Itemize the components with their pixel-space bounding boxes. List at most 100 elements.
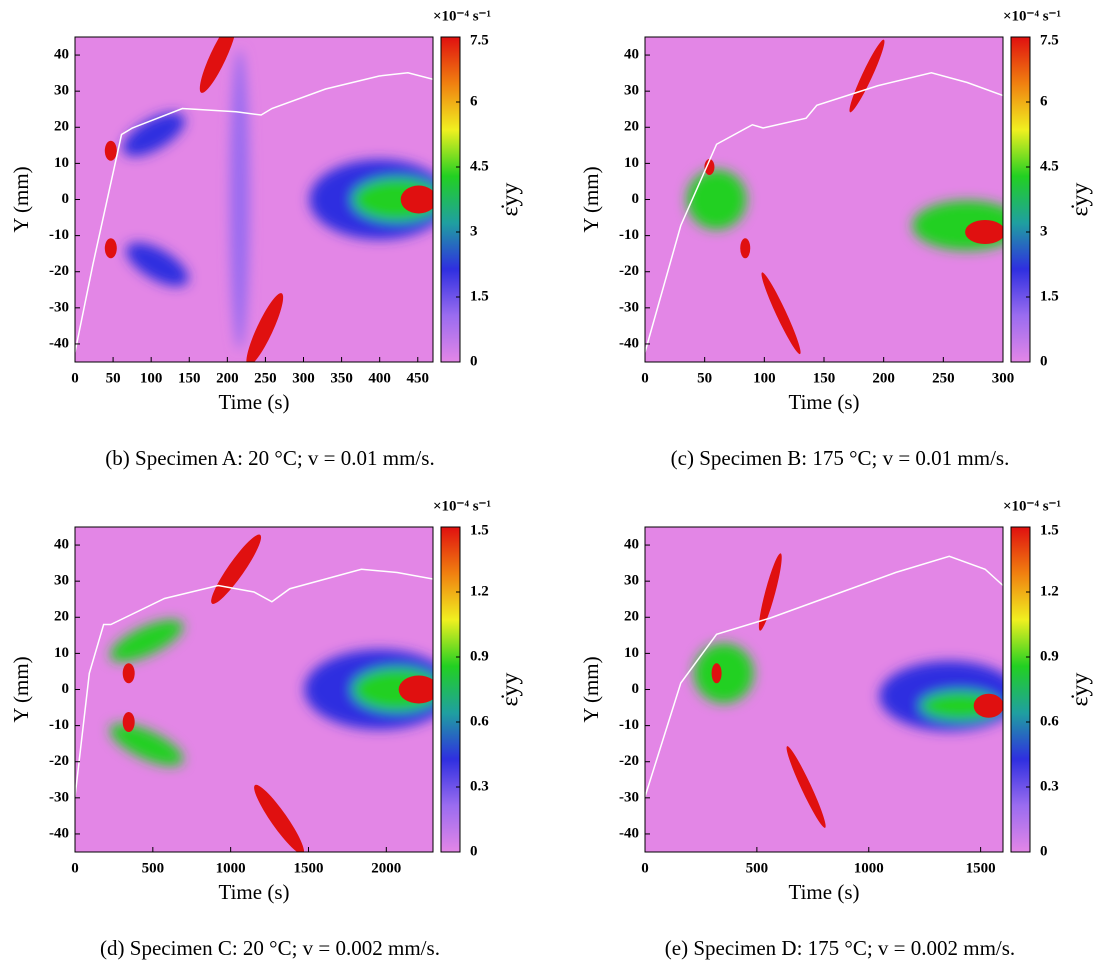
x-axis-label: Time (s) [219,390,290,414]
colorbar-tick-label: 1.5 [470,288,489,304]
x-tick-label: 200 [872,370,895,386]
x-tick-label: 300 [292,370,315,386]
x-tick-label: 450 [407,370,430,386]
y-tick-label: 0 [62,191,70,207]
colorbar-tick-label: 4.5 [1040,158,1059,174]
colorbar-tick-label: 4.5 [470,158,489,174]
y-tick-label: 20 [54,609,69,625]
y-tick-label: 20 [624,119,639,135]
strain-band [104,140,117,161]
y-tick-label: 40 [624,46,639,62]
colorbar-tick-label: 0.3 [1040,778,1059,794]
panel: 0 50 100 150 200 250 300 350 400 450-40-30-20-100… [9,8,524,469]
strain-band [254,784,305,852]
caption: (c) Specimen B: 175 °C; v = 0.01 mm/s. [671,446,1010,470]
strain-band [126,242,189,287]
x-tick-label: 500 [746,860,769,876]
colorbar-tick-label: 3 [470,223,478,239]
y-tick-label: -20 [619,753,639,769]
heatmap [645,527,1003,852]
colorbar-unit: ×10⁻⁴ s⁻¹ [433,498,491,514]
x-tick-label: 200 [216,370,239,386]
x-tick-label: 350 [330,370,353,386]
caption: (b) Specimen A: 20 °C; v = 0.01 mm/s. [105,446,434,470]
colorbar-label: ε̇yy [498,672,524,706]
x-tick-label: 300 [992,370,1015,386]
colorbar-tick-label: 1.2 [470,583,489,599]
colorbar-tick-label: 0.6 [1040,713,1059,729]
y-tick-label: 30 [54,83,69,99]
strain-band [104,238,117,259]
strain-band [122,712,135,732]
colorbar-label: ε̇yy [1068,182,1094,216]
colorbar-tick-label: 0.9 [1040,648,1059,664]
x-tick-label: 50 [697,370,712,386]
colorbar-unit: ×10⁻⁴ s⁻¹ [1003,8,1061,24]
x-tick-label: 1000 [854,860,884,876]
y-axis-label: Y (mm) [579,656,603,722]
colorbar-tick-label: 1.2 [1040,583,1059,599]
colorbar-tick-label: 0 [1040,843,1048,859]
y-tick-label: -30 [619,299,639,315]
strain-band [400,185,433,214]
panel: 0 500 1000 1500 2000 -40 -30 -20 -10 0 10 20 30 40 Tim… [9,498,524,959]
load-curve [75,568,433,797]
strain-band [122,112,185,157]
colorbar [440,36,461,363]
colorbar-label: ε̇yy [1068,672,1094,706]
colorbar-tick-label: 0.6 [470,713,489,729]
colorbar-tick-label: 1.5 [1040,288,1059,304]
y-tick-label: 0 [632,191,640,207]
strain-band [786,746,826,828]
colorbar-label: ε̇yy [498,182,524,216]
colorbar-unit: ×10⁻⁴ s⁻¹ [1003,498,1061,514]
y-tick-label: -20 [49,753,69,769]
x-axis-label: Time (s) [219,880,290,904]
x-tick-label: 150 [178,370,201,386]
x-tick-label: 0 [641,370,649,386]
panel: 0 50 100 150 200 250 300-40-30-20-10010203040T… [579,8,1094,469]
x-tick-label: 50 [106,370,121,386]
load-curve [645,555,1003,797]
x-tick-label: 0 [71,860,79,876]
y-tick-label: -30 [619,789,639,805]
y-tick-label: 10 [54,155,69,171]
x-tick-label: 250 [254,370,277,386]
y-tick-label: -40 [619,335,639,351]
x-tick-label: 0 [71,370,79,386]
y-tick-label: -10 [619,227,639,243]
strain-band [711,663,722,684]
y-tick-label: 30 [624,83,639,99]
strain-band [740,238,751,259]
load-curve [645,71,1003,353]
x-tick-label: 500 [142,860,165,876]
y-tick-label: 40 [624,536,639,552]
strain-band [973,693,1003,718]
strain-band [109,723,184,766]
y-tick-label: 10 [624,155,639,171]
colorbar-tick-label: 1.5 [1040,522,1059,538]
x-tick-label: 1000 [216,860,246,876]
panel: 0 500 1000 1500 -40 -30 -20 -10 0 10 20 30 40 Time (s… [579,498,1094,959]
y-tick-label: 0 [62,681,70,697]
x-tick-label: 150 [813,370,836,386]
y-tick-label: 20 [624,609,639,625]
y-tick-label: -40 [619,825,639,841]
x-axis-label: Time (s) [789,390,860,414]
y-tick-label: 20 [54,119,69,135]
y-tick-label: -40 [49,825,69,841]
y-tick-label: 40 [54,536,69,552]
colorbar-tick-label: 6 [1040,93,1048,109]
x-tick-label: 100 [140,370,163,386]
colorbar-unit: ×10⁻⁴ s⁻¹ [433,8,491,24]
colorbar [440,526,461,853]
x-axis-label: Time (s) [789,880,860,904]
strain-band [761,272,801,355]
strain-band [199,37,237,93]
colorbar [1010,36,1031,363]
x-tick-label: 100 [753,370,776,386]
caption: (d) Specimen C: 20 °C; v = 0.002 mm/s. [100,936,440,960]
strain-band [229,49,250,350]
x-tick-label: 1500 [966,860,996,876]
